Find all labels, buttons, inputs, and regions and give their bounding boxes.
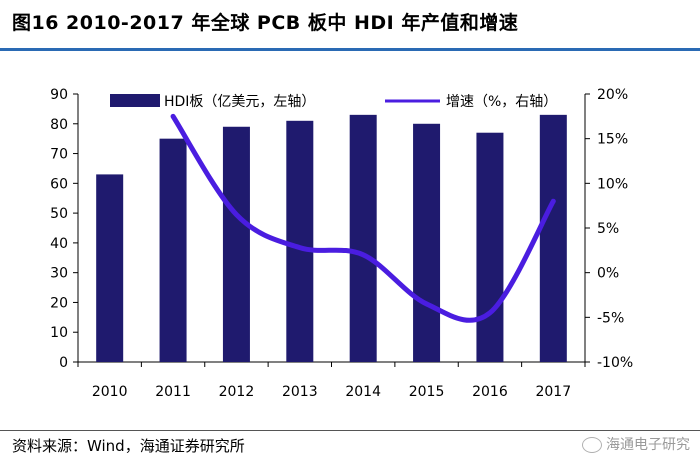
bar-2011 — [159, 138, 187, 362]
bar-2017 — [539, 114, 567, 362]
left-tick-label: 90 — [50, 87, 68, 103]
legend-bar-swatch — [110, 94, 160, 107]
x-tick-label: 2010 — [92, 384, 128, 400]
right-tick-label: 20% — [597, 87, 628, 103]
left-tick-label: 50 — [50, 206, 68, 222]
right-tick-label: -5% — [597, 310, 624, 326]
watermark-label: 海通电子研究 — [606, 437, 690, 453]
figure-title: 图16 2010-2017 年全球 PCB 板中 HDI 年产值和增速 — [12, 12, 519, 34]
hdi-chart: 0 10 20 30 40 50 60 70 80 90 -10% -5% 0% 5% 10% 15% 20% 2… — [50, 87, 633, 400]
left-tick-label: 80 — [50, 117, 68, 133]
bar-2010 — [96, 174, 124, 362]
bar-2015 — [413, 123, 441, 363]
source-note: 资料来源：Wind，海通证券研究所 — [12, 437, 245, 455]
title-divider — [0, 48, 700, 51]
left-tick-label: 70 — [50, 147, 68, 163]
x-tick-label: 2014 — [345, 384, 381, 400]
bar-2013 — [286, 120, 314, 362]
x-tick-label: 2011 — [155, 384, 191, 400]
right-tick-label: -10% — [597, 355, 633, 371]
footer-divider — [0, 430, 700, 431]
legend-bar-label: HDI板（亿美元，左轴） — [164, 94, 315, 110]
x-tick-label: 2013 — [282, 384, 318, 400]
legend-line-label: 增速（%，右轴） — [446, 94, 557, 110]
left-tick-label: 60 — [50, 176, 68, 192]
right-tick-label: 10% — [597, 176, 628, 192]
x-tick-label: 2015 — [409, 384, 445, 400]
x-tick-label: 2012 — [219, 384, 255, 400]
left-tick-label: 20 — [50, 295, 68, 311]
bar-2016 — [476, 132, 504, 362]
bar-2012 — [222, 126, 250, 362]
left-tick-label: 40 — [50, 236, 68, 252]
right-tick-label: 0% — [597, 266, 619, 282]
watermark: 海通电子研究 — [582, 434, 690, 454]
left-tick-label: 30 — [50, 266, 68, 282]
x-tick-label: 2017 — [535, 384, 571, 400]
right-tick-label: 5% — [597, 221, 619, 237]
left-tick-label: 0 — [59, 355, 68, 371]
wechat-icon — [582, 437, 602, 453]
left-tick-label: 10 — [50, 325, 68, 341]
right-tick-label: 15% — [597, 132, 628, 148]
bar-2014 — [349, 114, 377, 362]
x-tick-label: 2016 — [472, 384, 508, 400]
